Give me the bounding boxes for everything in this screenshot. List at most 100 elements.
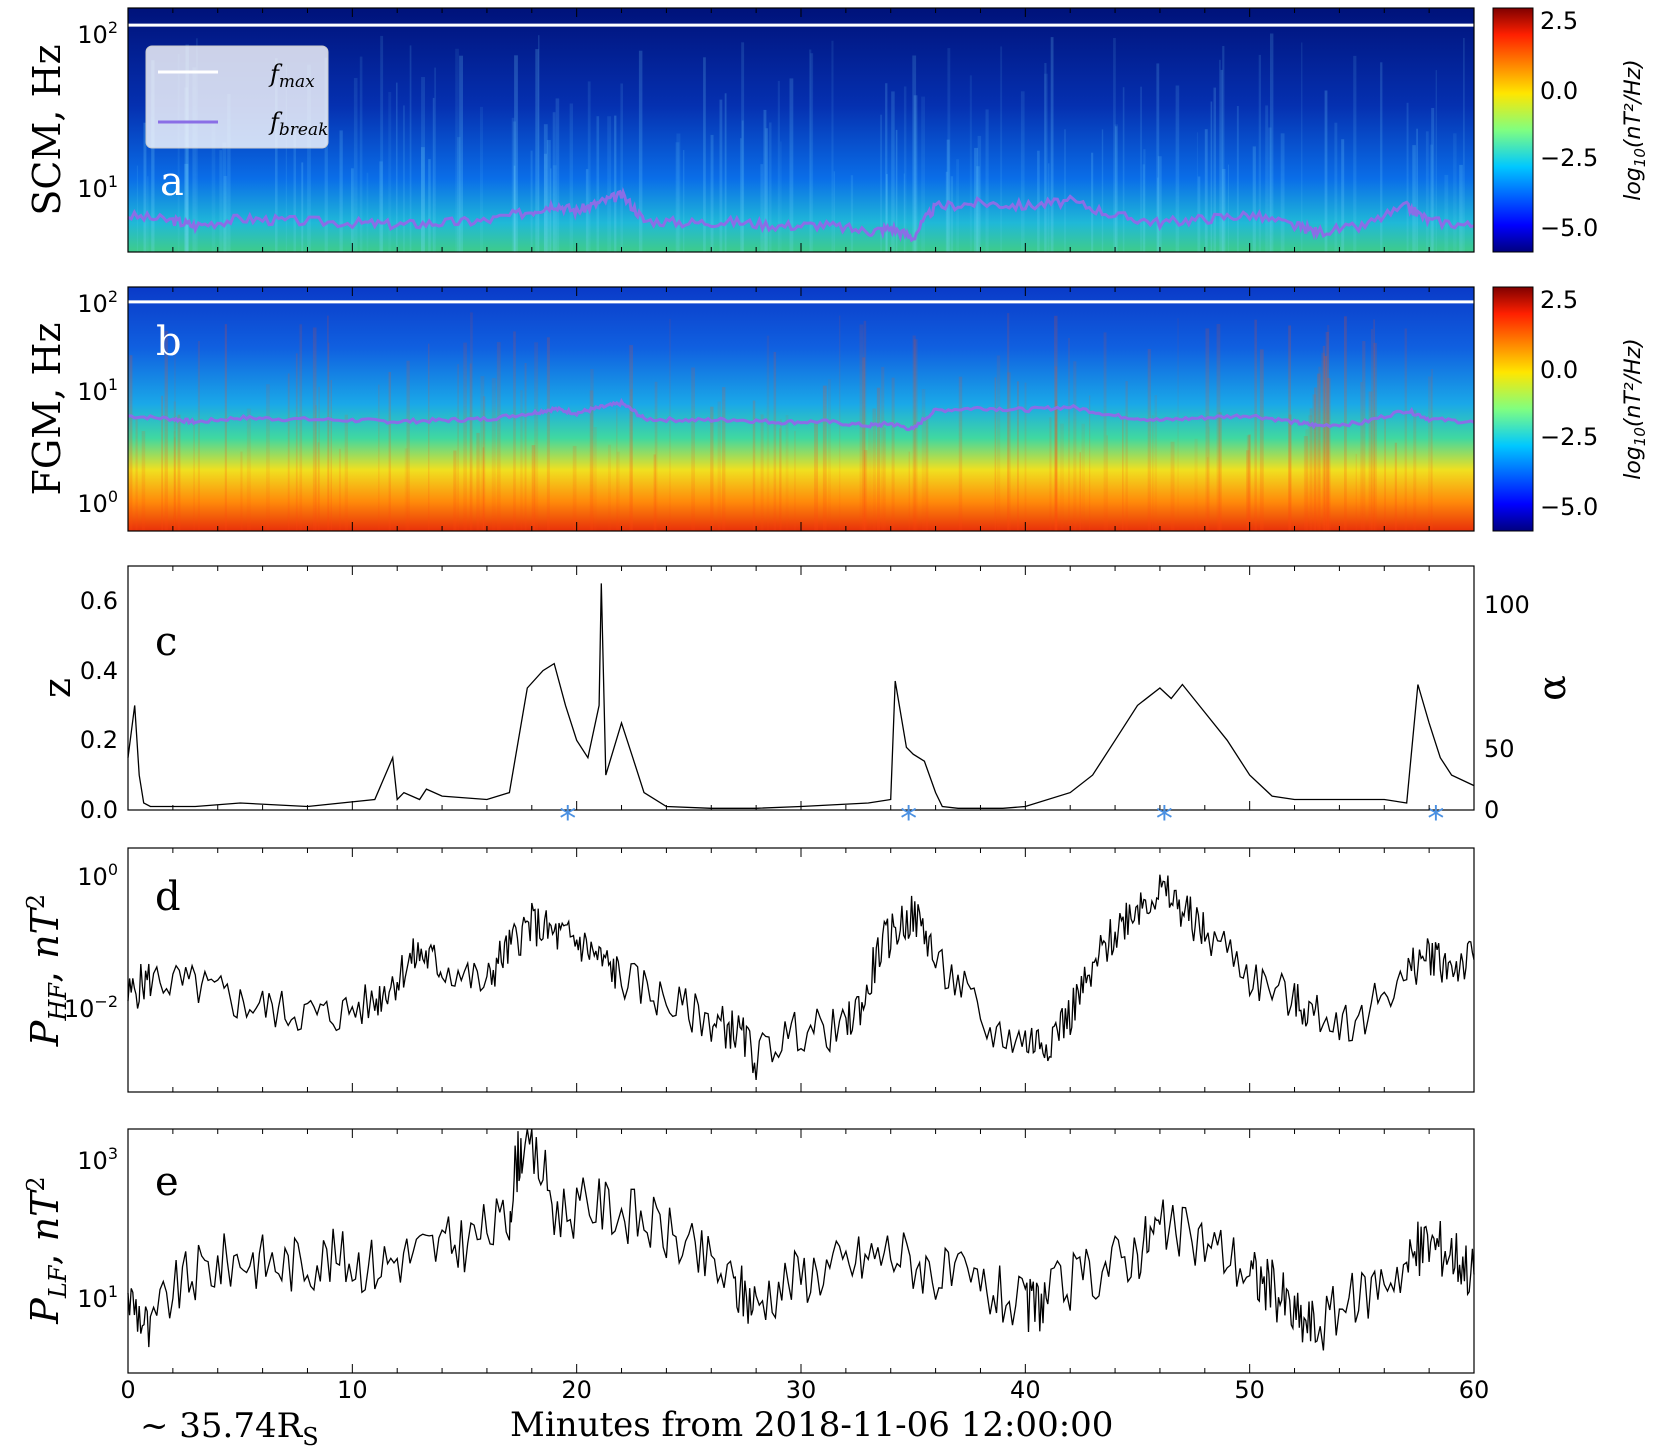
spectrogram-stripe <box>945 171 948 252</box>
spectrogram-stripe <box>752 400 756 531</box>
spectrogram-stripe <box>883 427 886 531</box>
spectrogram-fgm-texture <box>129 312 1433 531</box>
spectrogram-stripe <box>366 172 369 252</box>
panel-a: a fmax fbreak 102 101 SCM, Hz 2.5 0.0 −2… <box>25 7 1649 253</box>
spectrogram-stripe <box>912 335 916 531</box>
spectrogram-stripe <box>1154 395 1157 531</box>
spectrogram-stripe <box>630 389 633 531</box>
panel-label-c: c <box>155 619 177 665</box>
spectrogram-stripe <box>590 369 594 531</box>
spectrogram-stripe <box>480 376 485 531</box>
spectrogram-stripe <box>1288 414 1292 531</box>
x-axis-label: Minutes from 2018-11-06 12:00:00 <box>510 1405 1113 1445</box>
spectrogram-stripe <box>722 387 726 531</box>
spectrogram-stripe <box>1325 332 1329 531</box>
spectrogram-stripe <box>872 408 876 531</box>
panel-label-b: b <box>156 319 182 365</box>
spectrogram-stripe <box>1252 146 1256 252</box>
svg-text:101: 101 <box>77 1282 118 1313</box>
spectrogram-stripe <box>1258 54 1261 253</box>
spectrogram-stripe <box>328 342 330 531</box>
spectrogram-stripe <box>1305 429 1309 531</box>
spectrogram-stripe <box>457 137 461 252</box>
spectrogram-stripe <box>470 312 473 531</box>
spectrogram-stripe <box>607 116 612 252</box>
x-tick-label: 60 <box>1459 1376 1490 1404</box>
spectrogram-scm <box>128 8 1474 252</box>
spectrogram-stripe <box>1113 38 1116 252</box>
spectrogram-stripe <box>1044 63 1047 252</box>
spectrogram-stripe <box>1431 108 1435 252</box>
event-marker: * <box>1427 799 1444 839</box>
spectrogram-stripe <box>779 419 782 531</box>
spectrogram-stripe <box>135 416 138 531</box>
fbreak-line-scm <box>127 186 1475 243</box>
spectrogram-stripe <box>863 450 868 531</box>
spectrogram-stripe <box>1055 366 1058 531</box>
spectrogram-stripe <box>891 91 895 253</box>
svg-text:103: 103 <box>77 1144 118 1175</box>
spectrogram-stripe <box>491 378 496 531</box>
spectrogram-stripe <box>1156 63 1160 253</box>
spectrogram-stripe <box>380 35 384 253</box>
spectrogram-stripe <box>777 80 780 253</box>
spectrogram-stripe <box>1048 163 1050 252</box>
spectrogram-stripe <box>293 125 296 252</box>
spectrogram-stripe <box>1220 69 1223 253</box>
spectrogram-stripe <box>977 135 982 252</box>
svg-text:0.0: 0.0 <box>1540 356 1578 384</box>
spectrogram-stripe <box>173 431 176 531</box>
spectrogram-stripe <box>1081 423 1085 531</box>
spectrogram-stripe <box>740 138 742 252</box>
x-tick-label: 40 <box>1010 1376 1041 1404</box>
spectrogram-stripe <box>617 451 620 531</box>
spectrogram-stripe <box>833 171 835 252</box>
spectrogram-stripe <box>1368 391 1373 531</box>
spectrogram-stripe <box>1246 435 1250 531</box>
spectrogram-stripe <box>496 342 501 531</box>
spectrogram-stripe <box>275 58 278 253</box>
spectrogram-stripe <box>969 75 972 252</box>
spectrogram-stripe <box>520 390 523 531</box>
spectrogram-stripe <box>1114 124 1118 252</box>
spectrogram-stripe <box>177 54 180 252</box>
spectrogram-stripe <box>246 408 251 531</box>
x-ticks-e: 0 10 20 30 40 50 60 <box>120 1376 1489 1404</box>
spectrogram-stripe <box>1020 91 1025 252</box>
spectrogram-stripe <box>589 390 594 531</box>
spectrogram-stripe <box>312 327 317 531</box>
spectrogram-stripe <box>266 384 270 531</box>
spectrogram-stripe <box>1194 438 1198 531</box>
spectrogram-stripe <box>608 444 611 531</box>
spectrogram-stripe <box>1219 59 1221 252</box>
spectrogram-stripe <box>1322 345 1326 531</box>
spectrogram-stripe <box>324 57 328 253</box>
spectrogram-stripe <box>1054 315 1058 531</box>
spectrogram-stripe <box>876 387 881 531</box>
spectrogram-stripe <box>850 175 854 252</box>
spectrogram-stripe <box>1412 145 1416 252</box>
spectrogram-stripe <box>1355 453 1357 531</box>
spectrogram-stripe <box>151 60 155 253</box>
spectrogram-stripe <box>1309 408 1313 531</box>
spectrogram-stripe <box>1068 338 1070 531</box>
spectrogram-stripe <box>538 35 540 253</box>
panel-label-e: e <box>155 1159 179 1205</box>
spectrogram-stripe <box>1428 376 1432 531</box>
spectrogram-stripe <box>638 50 643 253</box>
spectrogram-stripe <box>330 380 332 531</box>
spectrogram-stripe <box>513 165 516 252</box>
spectrogram-stripe <box>1312 394 1317 531</box>
spectrogram-stripe <box>1196 132 1199 252</box>
spectrogram-stripe <box>1204 129 1208 252</box>
spectrogram-stripe <box>174 333 176 531</box>
spectrogram-stripe <box>1147 349 1151 531</box>
svg-text:−5.0: −5.0 <box>1540 214 1598 242</box>
spectrogram-stripe <box>913 95 918 252</box>
spectrogram-stripe <box>1406 102 1409 252</box>
spectrogram-stripe <box>1073 361 1077 531</box>
spectrogram-stripe <box>903 173 905 252</box>
distance-label: ~ 35.74RS <box>140 1406 319 1448</box>
spectrogram-stripe <box>513 331 516 531</box>
spectrogram-stripe <box>301 162 304 252</box>
